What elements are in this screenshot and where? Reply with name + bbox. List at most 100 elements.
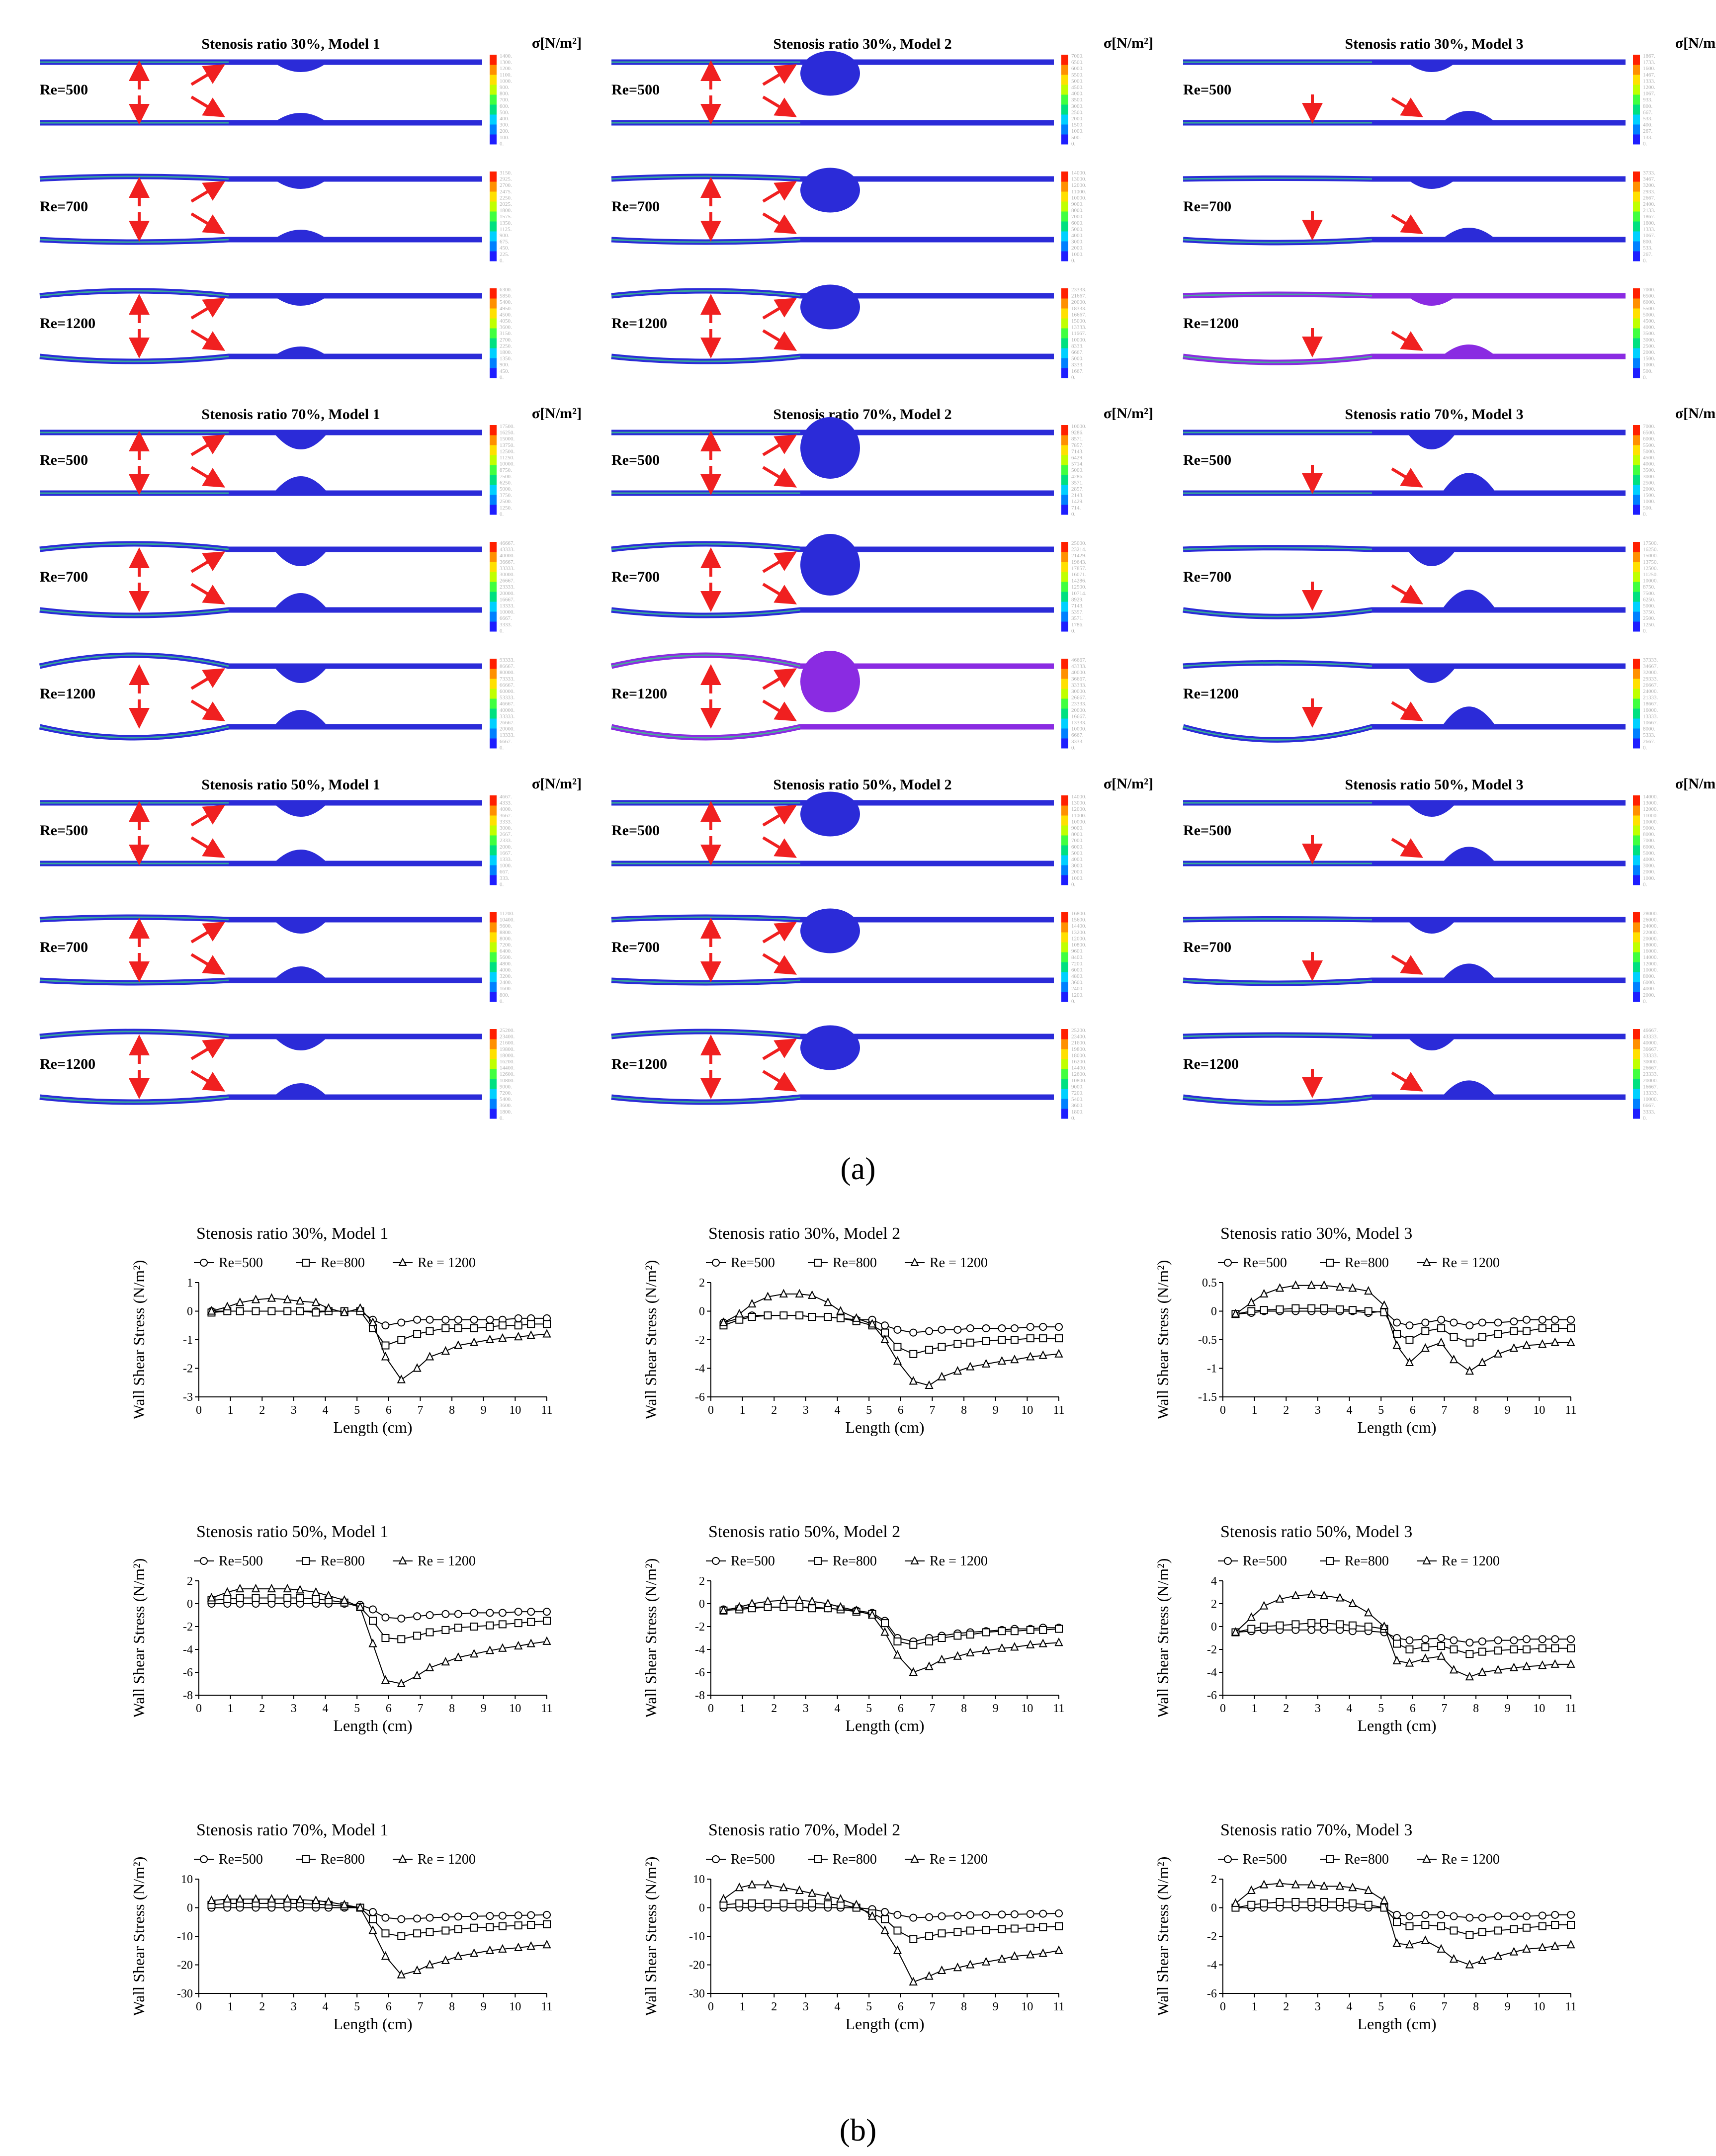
colorbar-tick-label: 0. [500, 628, 504, 634]
legend-label: Re = 1200 [930, 1553, 988, 1569]
legend-label: Re = 1200 [930, 1255, 988, 1271]
colorbar-tick-label: 0. [1643, 141, 1647, 147]
x-tick-label: 6 [898, 2000, 904, 2013]
data-point [893, 1945, 902, 1954]
colorbar-tick-label: 4000. [1643, 986, 1655, 992]
flow-arrow [190, 212, 226, 234]
colorbar-tick-label: 7000. [1643, 838, 1655, 844]
colorbar-tick-label: 0. [1643, 511, 1647, 517]
colorbar-segment [1633, 191, 1640, 202]
y-axis-label: Wall Shear Stress (N/m²) [642, 1260, 660, 1420]
colorbar-segment [490, 982, 497, 992]
colorbar-tick-label: 2500. [1643, 480, 1655, 486]
colorbar-tick-label: 13000. [1071, 176, 1087, 182]
colorbar-tick-label: 16667. [1643, 1084, 1658, 1090]
data-point [808, 1596, 817, 1605]
colorbar-segment [1633, 582, 1640, 592]
colorbar-segment [490, 689, 497, 699]
simulation-panel: Stenosis ratio 70%, Model 1 σ[N/m²]Re=500… [39, 405, 582, 751]
stenosis-plaque [800, 791, 860, 837]
y-tick-label: -4 [183, 1643, 193, 1656]
colorbar-tick-label: 7000. [1643, 424, 1655, 430]
flow-arrow [190, 95, 226, 117]
colorbar-segment [1061, 124, 1068, 135]
data-point [1510, 1925, 1518, 1933]
y-tick-label: -10 [689, 1930, 705, 1943]
stress-unit-label: σ[N/m²] [1675, 405, 1716, 422]
x-tick-label: 10 [1533, 2000, 1545, 2013]
colorbar-tick-label: 1000. [1643, 499, 1655, 505]
colorbar-tick-label: 2500. [500, 499, 512, 505]
wall-stress-highlight [39, 979, 229, 984]
data-point [795, 1595, 804, 1604]
colorbar-tick-label: 8750. [500, 467, 512, 473]
data-point [1247, 1885, 1256, 1894]
data-point [498, 1609, 507, 1617]
colorbar-tick-label: 4286. [1071, 474, 1084, 480]
y-axis-label: Wall Shear Stress (N/m²) [1154, 1857, 1172, 2016]
x-tick-label: 6 [898, 1702, 904, 1715]
colorbar-tick-label: 46667. [1071, 657, 1087, 663]
wall-shear-chart: Stenosis ratio 70%, Model 2Re=500 Re=800 R… [642, 1821, 1065, 2033]
colorbar-segment [1633, 75, 1640, 85]
colorbar-segment [490, 85, 497, 95]
flow-arrow [762, 953, 797, 975]
colorbar-segment [1061, 942, 1068, 952]
panel-title: Stenosis ratio 50%, Model 2 [773, 776, 951, 793]
data-point [413, 1914, 422, 1923]
colorbar-segment [490, 932, 497, 943]
data-point [1320, 1881, 1329, 1890]
data-point [1509, 1662, 1519, 1671]
chart-title: Stenosis ratio 70%, Model 3 [1220, 1821, 1412, 1839]
data-point [527, 1618, 535, 1626]
colorbar-segment [1633, 318, 1640, 329]
data-point [1010, 1324, 1019, 1332]
data-point [836, 1314, 845, 1322]
data-point [1494, 1330, 1502, 1338]
colorbar-tick-label: 1333. [500, 857, 512, 862]
colorbar-tick-label: 6667. [500, 615, 512, 621]
x-tick-label: 2 [1283, 1702, 1289, 1715]
colorbar-tick-label: 10800. [1071, 1078, 1087, 1084]
x-tick-label: 2 [771, 2000, 777, 2013]
data-point [1550, 1659, 1559, 1668]
flow-arrow [762, 212, 797, 234]
data-point [824, 1900, 832, 1908]
colorbar-tick-label: 4000. [1643, 857, 1655, 862]
data-point [1038, 1350, 1047, 1359]
flow-arrow [762, 668, 797, 690]
colorbar-segment [1061, 738, 1068, 749]
x-tick-label: 4 [1347, 1702, 1353, 1715]
colorbar-segment [1633, 328, 1640, 339]
colorbar-segment [1061, 328, 1068, 339]
stenosis-plaque [273, 549, 328, 566]
data-point [470, 1912, 478, 1920]
legend-entry: Re = 1200 [393, 1553, 476, 1569]
colorbar-tick-label: 36667. [1071, 676, 1087, 682]
data-point [1026, 1323, 1034, 1331]
colorbar-segment [1061, 495, 1068, 505]
flow-arrow [190, 329, 226, 351]
data-point [311, 1895, 321, 1904]
colorbar-tick-label: 13000. [1643, 800, 1658, 806]
colorbar-tick-label: 25000. [1071, 540, 1087, 546]
x-tick-label: 7 [929, 1404, 935, 1417]
data-point [324, 1590, 333, 1599]
re-label: Re=700 [611, 569, 660, 585]
legend-label: Re = 1200 [1442, 1852, 1500, 1867]
data-point [1276, 1305, 1284, 1314]
flow-arrow [190, 836, 226, 858]
colorbar-tick-label: 1400. [500, 53, 512, 59]
colorbar-tick-label: 900. [500, 362, 510, 368]
panel-title: Stenosis ratio 30%, Model 2 [773, 36, 951, 52]
data-point [236, 1594, 244, 1602]
x-tick-label: 3 [1315, 1404, 1321, 1417]
x-axis-label: Length (cm) [845, 1717, 924, 1734]
flow-arrow [190, 953, 226, 975]
y-tick-label: 0 [699, 1305, 705, 1318]
colorbar-segment [490, 669, 497, 679]
legend-entry: Re=800 [296, 1553, 365, 1569]
legend-label: Re=500 [219, 1553, 263, 1569]
data-point [1522, 1315, 1531, 1324]
vessel-row: Re=120046667.43333.40000.36667.33333.300… [1183, 1028, 1658, 1121]
